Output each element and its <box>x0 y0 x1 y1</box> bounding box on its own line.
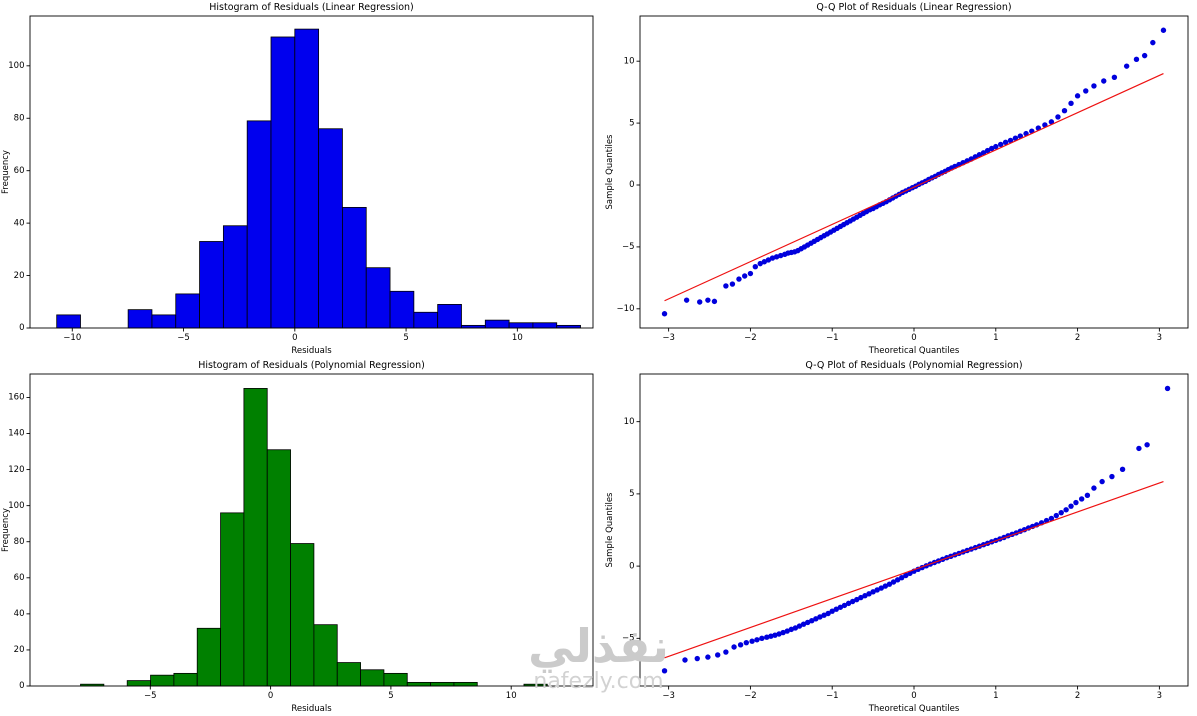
panel-qq-poly <box>598 358 1197 716</box>
panel-hist-linear <box>0 0 598 358</box>
histogram-polynomial-chart <box>0 358 598 716</box>
qq-plot-linear-chart <box>598 0 1196 358</box>
panel-qq-linear <box>598 0 1197 358</box>
qq-plot-polynomial-chart <box>598 358 1196 716</box>
panel-hist-poly <box>0 358 598 716</box>
histogram-linear-chart <box>0 0 598 358</box>
